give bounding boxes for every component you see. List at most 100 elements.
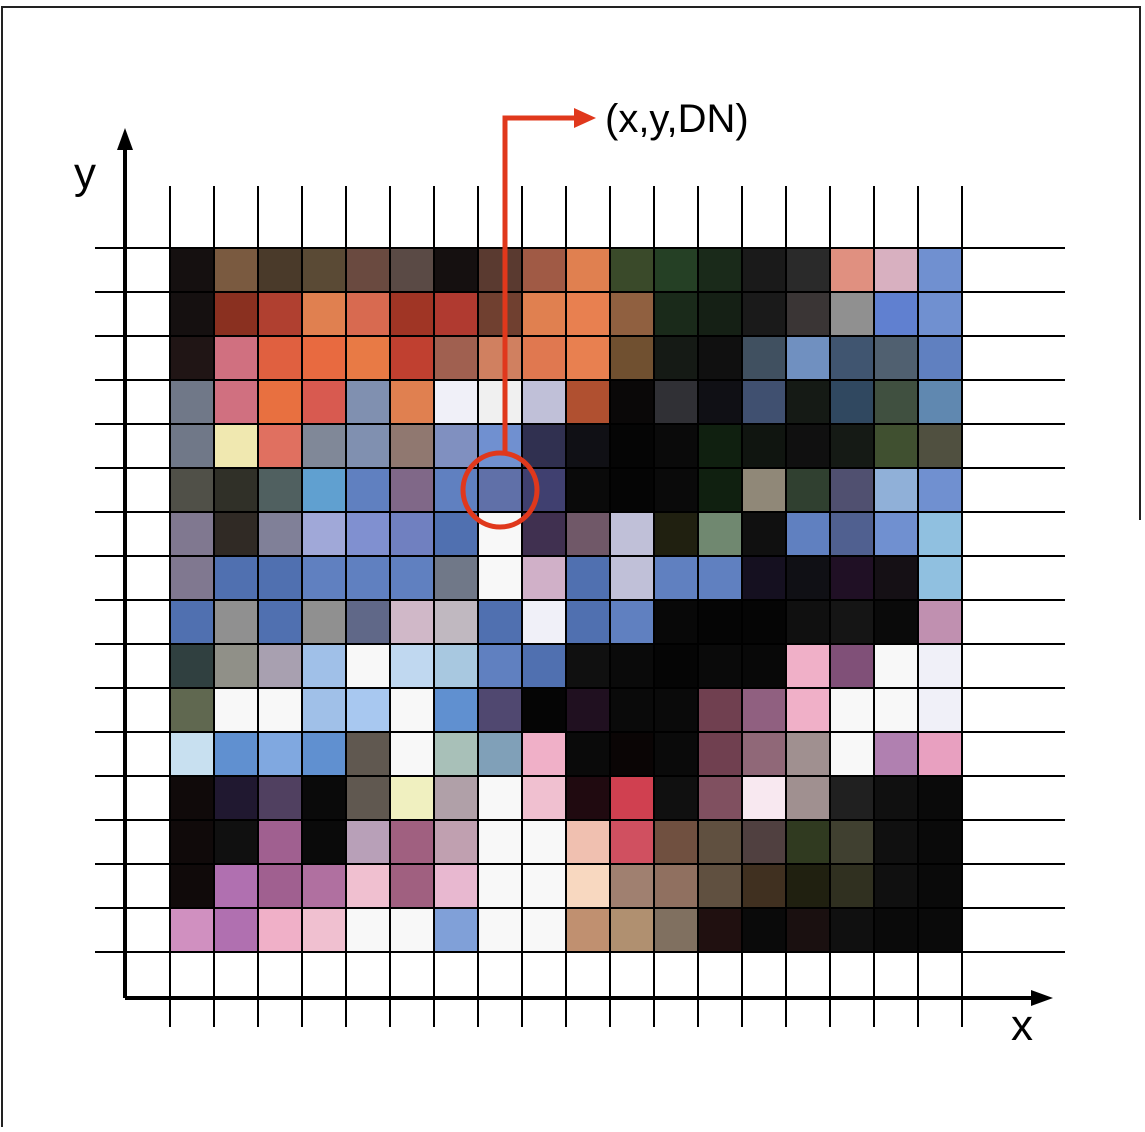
pixel xyxy=(830,512,874,556)
pixel xyxy=(302,380,346,424)
pixel xyxy=(698,864,742,908)
pixel xyxy=(874,424,918,468)
pixel xyxy=(346,776,390,820)
pixel xyxy=(786,424,830,468)
pixel xyxy=(522,380,566,424)
pixel xyxy=(698,292,742,336)
pixel xyxy=(302,512,346,556)
pixel xyxy=(522,908,566,952)
pixel xyxy=(258,776,302,820)
pixel xyxy=(390,732,434,776)
pixel xyxy=(478,468,522,512)
pixel xyxy=(698,600,742,644)
pixel xyxy=(478,380,522,424)
pixel xyxy=(390,292,434,336)
pixel xyxy=(874,556,918,600)
pixel xyxy=(258,688,302,732)
pixel xyxy=(478,908,522,952)
pixel xyxy=(214,512,258,556)
pixel xyxy=(346,820,390,864)
pixel xyxy=(830,556,874,600)
pixel xyxy=(874,776,918,820)
pixel xyxy=(302,820,346,864)
pixel xyxy=(918,776,962,820)
pixel xyxy=(610,644,654,688)
pixel xyxy=(214,600,258,644)
pixel xyxy=(610,820,654,864)
pixel xyxy=(566,732,610,776)
pixel xyxy=(742,600,786,644)
pixel xyxy=(258,424,302,468)
pixel xyxy=(478,424,522,468)
pixel xyxy=(214,336,258,380)
pixel xyxy=(610,292,654,336)
pixel xyxy=(346,864,390,908)
pixel xyxy=(214,864,258,908)
pixel xyxy=(434,908,478,952)
pixel xyxy=(170,776,214,820)
pixel xyxy=(566,292,610,336)
pixel xyxy=(214,644,258,688)
pixel xyxy=(434,248,478,292)
pixel xyxy=(170,468,214,512)
pixel xyxy=(610,380,654,424)
pixel xyxy=(258,864,302,908)
pixel xyxy=(346,688,390,732)
pixel xyxy=(390,864,434,908)
pixel xyxy=(258,380,302,424)
pixel xyxy=(654,424,698,468)
pixel xyxy=(874,908,918,952)
pixel xyxy=(654,600,698,644)
pixel xyxy=(346,512,390,556)
pixel xyxy=(258,600,302,644)
pixel xyxy=(346,424,390,468)
pixel xyxy=(346,248,390,292)
pixel xyxy=(874,380,918,424)
pixel xyxy=(874,732,918,776)
pixel xyxy=(610,512,654,556)
page: y x (x,y,DN) (() => { const data = JSON.… xyxy=(0,0,1145,1127)
pixel xyxy=(302,336,346,380)
pixel xyxy=(214,248,258,292)
pixel xyxy=(522,732,566,776)
pixel xyxy=(522,688,566,732)
pixel xyxy=(786,600,830,644)
pixel xyxy=(742,512,786,556)
pixel xyxy=(434,292,478,336)
pixel xyxy=(302,292,346,336)
pixel xyxy=(698,776,742,820)
pixel xyxy=(170,908,214,952)
pixel xyxy=(786,820,830,864)
pixel xyxy=(786,864,830,908)
pixel xyxy=(654,908,698,952)
pixel xyxy=(786,908,830,952)
pixel xyxy=(522,512,566,556)
pixel xyxy=(610,864,654,908)
pixel xyxy=(434,864,478,908)
pixel xyxy=(390,424,434,468)
pixel xyxy=(434,380,478,424)
pixel xyxy=(654,688,698,732)
pixel xyxy=(610,468,654,512)
pixel xyxy=(390,380,434,424)
pixel xyxy=(874,248,918,292)
pixel xyxy=(742,248,786,292)
pixel xyxy=(742,336,786,380)
pixel xyxy=(830,468,874,512)
pixel xyxy=(302,908,346,952)
pixel xyxy=(302,644,346,688)
pixel xyxy=(434,336,478,380)
pixel xyxy=(874,512,918,556)
pixel xyxy=(742,468,786,512)
pixel xyxy=(698,248,742,292)
pixel xyxy=(654,512,698,556)
pixel xyxy=(610,336,654,380)
pixel xyxy=(698,820,742,864)
pixel xyxy=(170,424,214,468)
pixel xyxy=(214,556,258,600)
pixel xyxy=(170,292,214,336)
pixel xyxy=(654,864,698,908)
pixel xyxy=(698,908,742,952)
pixel xyxy=(698,512,742,556)
pixel xyxy=(566,864,610,908)
